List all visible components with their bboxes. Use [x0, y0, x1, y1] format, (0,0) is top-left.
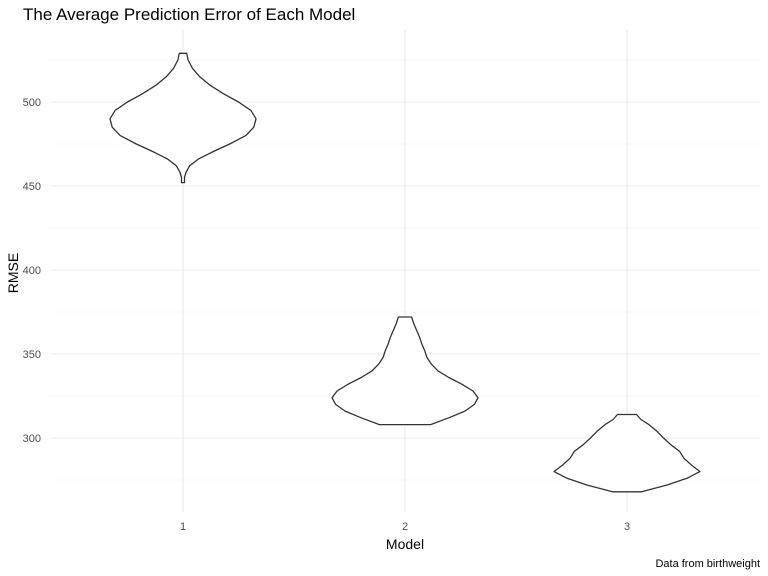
- x-tick-label: 1: [180, 521, 186, 533]
- x-tick-label: 2: [402, 521, 408, 533]
- y-tick-label: 350: [23, 349, 41, 361]
- x-axis-title: Model: [386, 536, 424, 552]
- chart-title: The Average Prediction Error of Each Mod…: [23, 5, 355, 24]
- y-axis-title: RMSE: [5, 253, 21, 293]
- x-axis-ticks: 1 2 3: [180, 521, 630, 533]
- violin-model-2: [331, 316, 479, 426]
- y-tick-label: 400: [23, 265, 41, 277]
- y-tick-label: 500: [23, 97, 41, 109]
- y-tick-label: 300: [23, 433, 41, 445]
- y-axis-ticks: 300 350 400 450 500: [23, 97, 41, 445]
- chart-caption: Data from birthweight: [655, 558, 760, 570]
- x-tick-label: 3: [624, 521, 630, 533]
- violin-model-3: [553, 413, 701, 493]
- violins: [109, 52, 701, 493]
- violin-model-1: [109, 52, 257, 184]
- y-tick-label: 450: [23, 181, 41, 193]
